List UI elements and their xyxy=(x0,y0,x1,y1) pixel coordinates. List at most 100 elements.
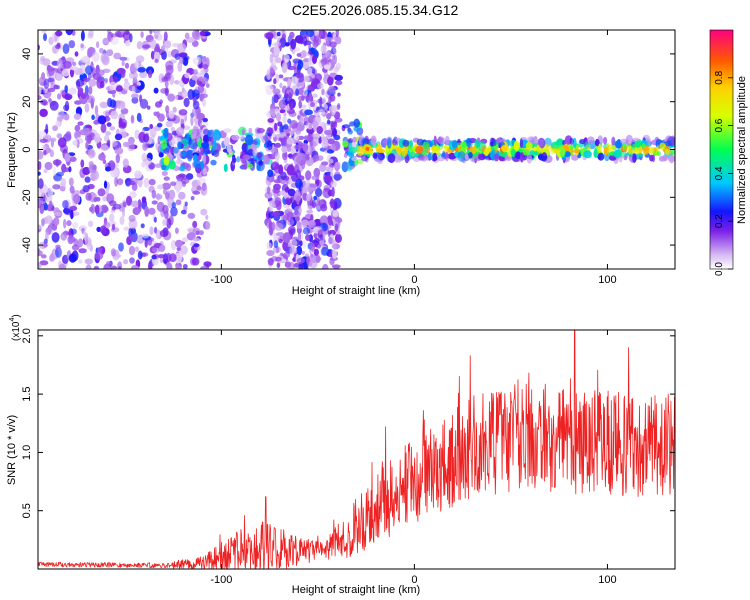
heatmap-cell-0-887 xyxy=(68,253,77,263)
heatmap-cell-2-708 xyxy=(307,219,316,229)
heatmap-cell-2-763 xyxy=(323,64,331,70)
heatmap-cell-0-573 xyxy=(192,56,202,66)
heatmap-cell-0-648 xyxy=(122,31,131,41)
heatmap-cell-0-899 xyxy=(168,253,177,263)
spectrogram-xtick-label-1: 0 xyxy=(411,274,417,286)
heatmap-cell-2-656 xyxy=(279,109,286,114)
heatmap-cell-0-6 xyxy=(174,80,180,85)
heatmap-cell-0-93 xyxy=(52,125,58,131)
heatmap-cell-4-313 xyxy=(466,137,472,148)
heatmap-cell-4-426 xyxy=(564,151,571,158)
heatmap-cell-4-423 xyxy=(477,153,486,161)
heatmap-cell-2-734 xyxy=(269,108,276,116)
snr-line xyxy=(38,330,675,569)
heatmap-cell-0-802 xyxy=(149,124,154,129)
heatmap-cell-0-847 xyxy=(174,53,181,60)
heatmap-cell-0-243 xyxy=(121,60,125,66)
heatmap-cell-0-620 xyxy=(134,246,140,252)
heatmap-cell-2-771 xyxy=(334,223,339,232)
heatmap-cell-2-202 xyxy=(275,232,285,237)
heatmap-cell-0-614 xyxy=(45,215,53,225)
heatmap-cell-0-827 xyxy=(77,238,84,248)
heatmap-cell-2-508 xyxy=(328,158,334,164)
heatmap-cell-0-884 xyxy=(120,101,126,110)
heatmap-cell-0-886 xyxy=(60,144,68,153)
heatmap-cell-2-340 xyxy=(282,151,288,161)
heatmap-cell-2-773 xyxy=(272,161,276,168)
spectrogram-axes: -100 0 100 -40 -20 0 20 40 xyxy=(21,30,675,286)
heatmap-cell-0-261 xyxy=(177,61,183,72)
heatmap-cell-2-591 xyxy=(306,209,313,214)
heatmap-cell-2-758 xyxy=(307,67,313,76)
heatmap-cell-0-837 xyxy=(164,210,169,220)
heatmap-cell-3-37 xyxy=(347,129,353,135)
spectrogram-xtick-label-0: -100 xyxy=(210,274,232,286)
heatmap-cell-2-494 xyxy=(321,133,325,140)
heatmap-cell-0-560 xyxy=(93,197,98,203)
heatmap-cell-0-890 xyxy=(85,141,89,150)
heatmap-cell-0-772 xyxy=(205,214,209,220)
heatmap-cell-4-390 xyxy=(437,136,446,145)
heatmap-cell-0-661 xyxy=(161,50,167,60)
heatmap-cell-2-701 xyxy=(286,137,295,145)
heatmap-cell-4-404 xyxy=(667,155,675,162)
heatmap-cell-2-475 xyxy=(287,78,292,88)
heatmap-cell-0-504 xyxy=(178,191,186,200)
heatmap-cell-0-703 xyxy=(154,163,163,168)
heatmap-cell-1-179 xyxy=(258,160,264,166)
heatmap-cell-0-749 xyxy=(165,60,174,71)
heatmap-cell-4-310 xyxy=(519,138,524,149)
heatmap-cell-2-588 xyxy=(302,88,308,97)
heatmap-cell-0-896 xyxy=(49,100,59,111)
heatmap-cell-0-882 xyxy=(65,30,74,36)
heatmap-cell-2-451 xyxy=(272,246,281,254)
heatmap-cell-4-449 xyxy=(593,147,598,159)
heatmap-cell-0-821 xyxy=(109,126,116,131)
heatmap-cell-0-866 xyxy=(42,243,48,248)
heatmap-cell-2-623 xyxy=(274,197,282,207)
heatmap-cell-2-349 xyxy=(296,245,303,256)
heatmap-cell-0-18 xyxy=(182,264,188,269)
heatmap-cell-2-730 xyxy=(334,117,343,123)
heatmap-cell-4-389 xyxy=(598,143,602,154)
heatmap-cell-4-405 xyxy=(657,151,661,157)
heatmap-cell-0-407 xyxy=(115,153,121,164)
heatmap-cell-4-463 xyxy=(481,145,486,153)
heatmap-cell-0-725 xyxy=(45,227,53,236)
heatmap-cell-2-709 xyxy=(315,254,321,264)
heatmap-cell-1-167 xyxy=(192,125,198,137)
heatmap-cell-0-198 xyxy=(113,52,122,60)
heatmap-cell-1-184 xyxy=(226,143,231,153)
heatmap-cell-0-72 xyxy=(175,199,182,206)
heatmap-cell-0-813 xyxy=(106,261,112,266)
heatmap-cell-0-510 xyxy=(110,110,119,120)
heatmap-cell-4-477 xyxy=(622,143,627,151)
heatmap-cell-2-721 xyxy=(266,140,273,151)
heatmap-cell-0-443 xyxy=(62,218,67,229)
heatmap-cell-4-488 xyxy=(569,137,574,145)
heatmap-cell-0-432 xyxy=(74,51,79,57)
heatmap-cell-4-450 xyxy=(471,146,477,155)
colorbar: 0.0 0.2 0.4 0.6 0.8 Normalized spectral ampl… xyxy=(709,29,748,276)
heatmap-cell-1-140 xyxy=(163,147,170,155)
heatmap-cell-0-381 xyxy=(63,113,70,121)
heatmap-cell-1-66 xyxy=(241,142,249,153)
heatmap-cell-2-414 xyxy=(337,103,341,109)
heatmap-cell-0-846 xyxy=(41,100,49,106)
heatmap-cell-0-618 xyxy=(74,100,82,105)
heatmap-cell-0-750 xyxy=(109,81,117,91)
heatmap-cell-4-333 xyxy=(670,148,675,155)
heatmap-cell-0-687 xyxy=(75,78,85,87)
heatmap-cell-4-307 xyxy=(583,150,592,159)
heatmap-cell-0-657 xyxy=(83,127,91,137)
heatmap-cell-0-669 xyxy=(80,43,84,48)
heatmap-cell-2-612 xyxy=(273,46,280,56)
heatmap-cell-0-256 xyxy=(200,68,206,76)
heatmap-cell-2-602 xyxy=(289,130,294,136)
heatmap-cell-4-499 xyxy=(498,150,503,157)
heatmap-cell-2-192 xyxy=(312,93,318,98)
heatmap-cell-0-406 xyxy=(38,86,42,96)
heatmap-cell-2-431 xyxy=(308,84,316,92)
heatmap-cell-0-594 xyxy=(77,121,84,126)
heatmap-cell-2-757 xyxy=(303,135,310,141)
